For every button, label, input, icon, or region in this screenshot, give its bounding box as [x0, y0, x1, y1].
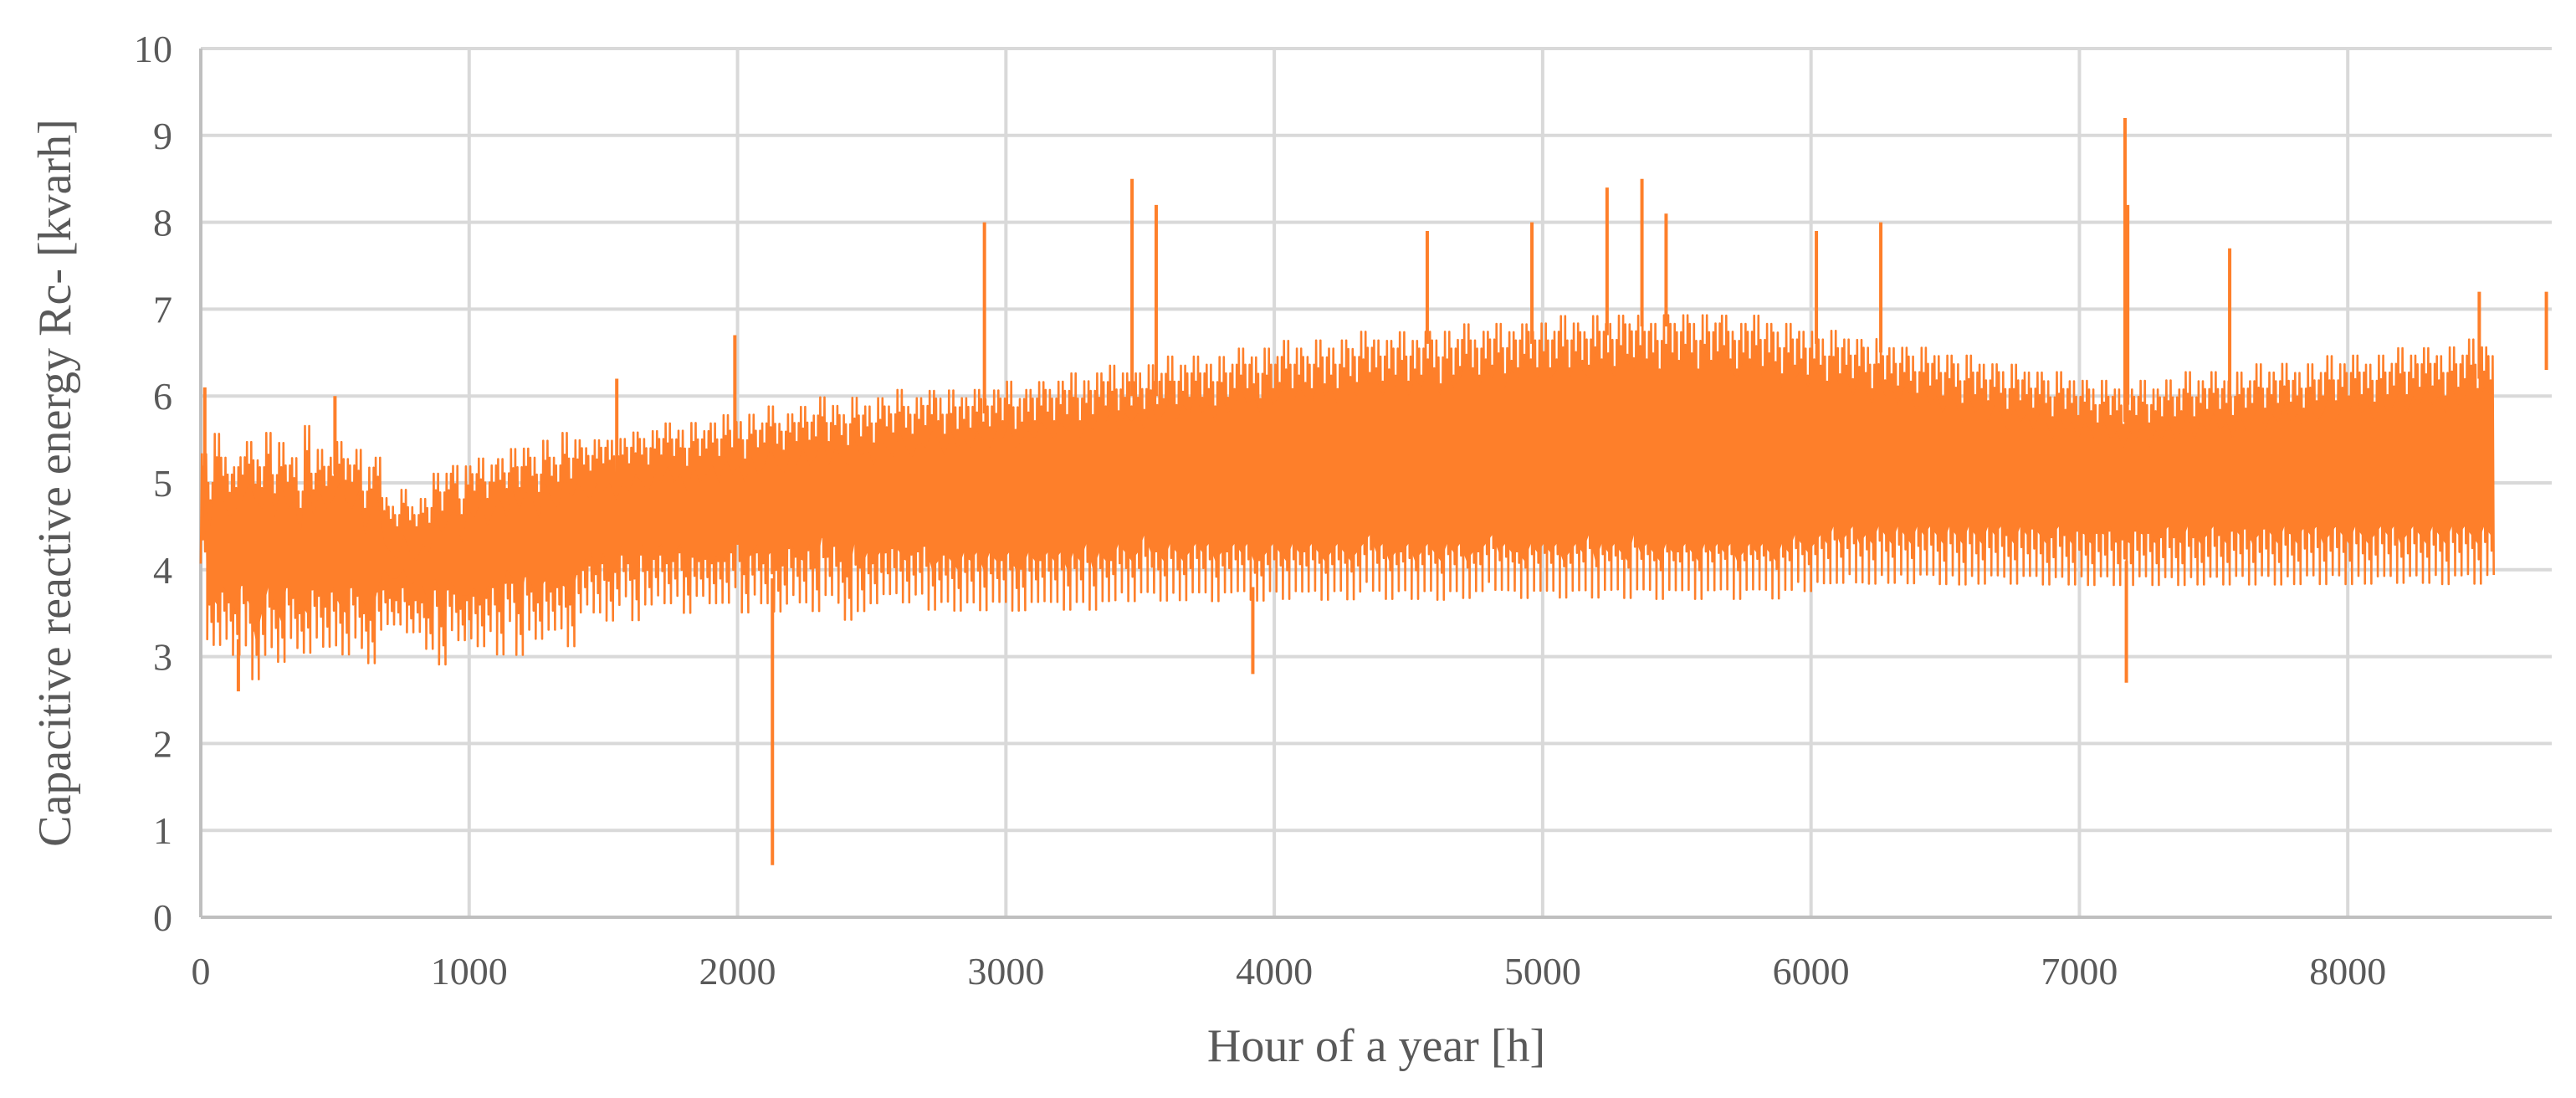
y-axis-title: Capacitive reactive energy Rc- [kvarh] — [29, 119, 81, 847]
y-tick-labels: 0 1 2 3 4 5 6 7 8 9 10 — [134, 28, 172, 939]
x-tick-label: 3000 — [967, 950, 1044, 993]
x-tick-label: 5000 — [1504, 950, 1581, 993]
x-axis-title: Hour of a year [h] — [1207, 1020, 1545, 1072]
y-tick-label: 0 — [153, 896, 172, 939]
x-tick-label: 6000 — [1773, 950, 1850, 993]
y-tick-label: 9 — [153, 115, 172, 157]
x-tick-label: 1000 — [431, 950, 508, 993]
y-tick-label: 6 — [153, 375, 172, 418]
x-tick-label: 2000 — [699, 950, 776, 993]
y-tick-label: 2 — [153, 722, 172, 765]
y-tick-label: 8 — [153, 202, 172, 244]
y-tick-label: 4 — [153, 549, 172, 592]
x-tick-label: 7000 — [2041, 950, 2118, 993]
y-tick-label: 1 — [153, 809, 172, 852]
series-band — [203, 352, 2491, 639]
x-tick-labels: 0 1000 2000 3000 4000 5000 6000 7000 8000 — [192, 950, 2387, 993]
x-tick-label: 0 — [192, 950, 211, 993]
y-tick-label: 3 — [153, 636, 172, 679]
x-tick-label: 8000 — [2309, 950, 2386, 993]
y-tick-label: 10 — [134, 28, 172, 70]
y-tick-label: 7 — [153, 288, 172, 331]
plot-series — [199, 118, 2548, 865]
y-tick-label: 5 — [153, 462, 172, 505]
x-tick-label: 4000 — [1236, 950, 1313, 993]
